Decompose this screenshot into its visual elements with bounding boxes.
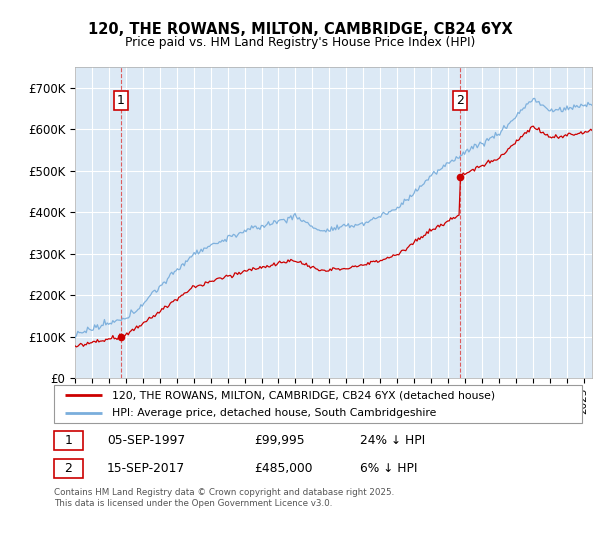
- Text: 2: 2: [456, 94, 464, 107]
- Text: £99,995: £99,995: [254, 433, 305, 447]
- FancyBboxPatch shape: [54, 385, 582, 423]
- Text: £485,000: £485,000: [254, 461, 313, 475]
- FancyBboxPatch shape: [54, 459, 83, 478]
- Text: 05-SEP-1997: 05-SEP-1997: [107, 433, 185, 447]
- Text: Price paid vs. HM Land Registry's House Price Index (HPI): Price paid vs. HM Land Registry's House …: [125, 36, 475, 49]
- Text: 1: 1: [117, 94, 125, 107]
- FancyBboxPatch shape: [54, 431, 83, 450]
- Text: 15-SEP-2017: 15-SEP-2017: [107, 461, 185, 475]
- Text: 1: 1: [65, 433, 73, 447]
- Text: 120, THE ROWANS, MILTON, CAMBRIDGE, CB24 6YX (detached house): 120, THE ROWANS, MILTON, CAMBRIDGE, CB24…: [112, 390, 495, 400]
- Text: HPI: Average price, detached house, South Cambridgeshire: HPI: Average price, detached house, Sout…: [112, 408, 436, 418]
- Text: 120, THE ROWANS, MILTON, CAMBRIDGE, CB24 6YX: 120, THE ROWANS, MILTON, CAMBRIDGE, CB24…: [88, 22, 512, 38]
- Text: 6% ↓ HPI: 6% ↓ HPI: [360, 461, 418, 475]
- Text: 24% ↓ HPI: 24% ↓ HPI: [360, 433, 425, 447]
- Text: Contains HM Land Registry data © Crown copyright and database right 2025.
This d: Contains HM Land Registry data © Crown c…: [54, 488, 394, 508]
- Text: 2: 2: [65, 461, 73, 475]
